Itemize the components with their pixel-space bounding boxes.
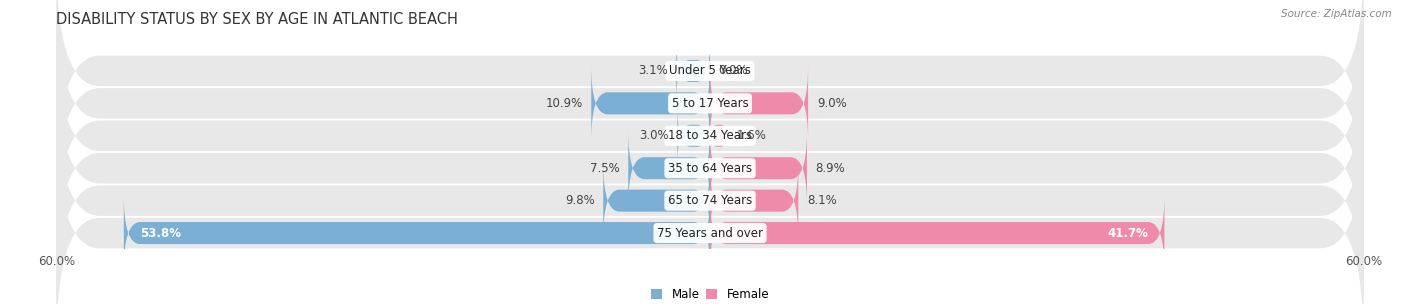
Text: Source: ZipAtlas.com: Source: ZipAtlas.com [1281,9,1392,19]
Text: 5 to 17 Years: 5 to 17 Years [672,97,748,110]
Text: 18 to 34 Years: 18 to 34 Years [668,129,752,142]
Text: 3.1%: 3.1% [638,64,668,78]
FancyBboxPatch shape [603,163,710,238]
Text: 41.7%: 41.7% [1107,226,1149,240]
FancyBboxPatch shape [56,0,1364,185]
FancyBboxPatch shape [710,125,727,147]
Text: 8.9%: 8.9% [815,162,845,175]
FancyBboxPatch shape [676,42,710,100]
Text: 10.9%: 10.9% [546,97,582,110]
FancyBboxPatch shape [678,108,710,164]
FancyBboxPatch shape [56,86,1364,304]
FancyBboxPatch shape [56,119,1364,304]
Text: 1.6%: 1.6% [737,129,766,142]
Text: 53.8%: 53.8% [141,226,181,240]
Text: DISABILITY STATUS BY SEX BY AGE IN ATLANTIC BEACH: DISABILITY STATUS BY SEX BY AGE IN ATLAN… [56,12,458,27]
FancyBboxPatch shape [628,131,710,206]
Text: 9.8%: 9.8% [565,194,595,207]
Text: 75 Years and over: 75 Years and over [657,226,763,240]
FancyBboxPatch shape [124,195,710,271]
FancyBboxPatch shape [710,163,799,238]
Text: 65 to 74 Years: 65 to 74 Years [668,194,752,207]
Text: 9.0%: 9.0% [817,97,846,110]
Text: 0.0%: 0.0% [718,64,748,78]
FancyBboxPatch shape [592,66,710,141]
FancyBboxPatch shape [710,131,807,206]
FancyBboxPatch shape [56,0,1364,218]
FancyBboxPatch shape [710,195,1164,271]
Text: 8.1%: 8.1% [807,194,837,207]
Text: 3.0%: 3.0% [638,129,669,142]
FancyBboxPatch shape [56,54,1364,283]
Text: Under 5 Years: Under 5 Years [669,64,751,78]
Legend: Male, Female: Male, Female [645,283,775,304]
Text: 35 to 64 Years: 35 to 64 Years [668,162,752,175]
Text: 7.5%: 7.5% [591,162,620,175]
FancyBboxPatch shape [56,21,1364,250]
FancyBboxPatch shape [710,66,808,141]
